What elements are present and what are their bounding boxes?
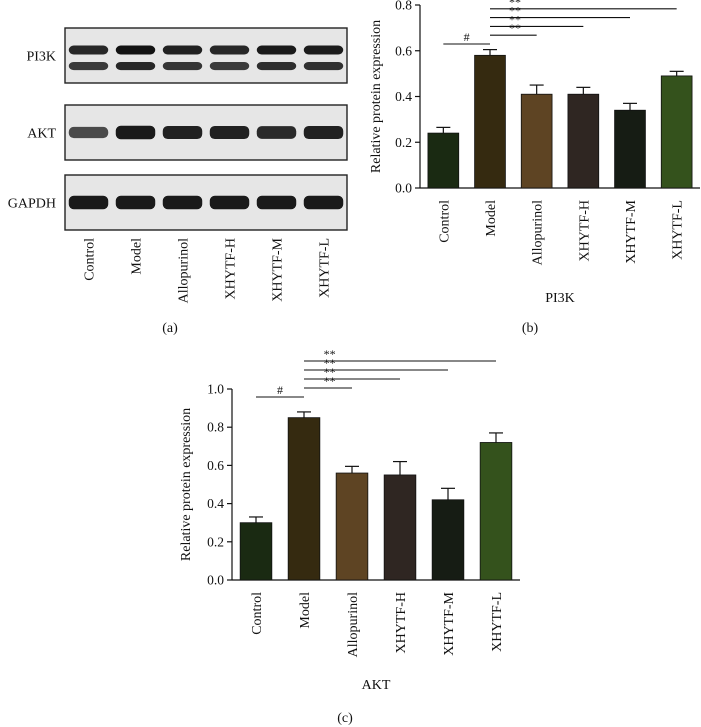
x-tick-label: XHYTF-L — [490, 592, 505, 652]
significance-label: ** — [509, 4, 521, 18]
blot-row-label-gapdh: GAPDH — [8, 197, 56, 212]
bar-xhytf-m — [614, 109, 646, 189]
x-tick-label: Allopurinol — [531, 200, 546, 265]
bar-allopurinol — [520, 93, 553, 189]
blot-row-label-pi3k: PI3K — [26, 50, 56, 65]
x-tick-label: XHYTF-M — [624, 199, 639, 263]
significance-label: ** — [324, 356, 336, 370]
y-axis-title: Relative protein expression — [369, 20, 384, 173]
y-tick-label: 0.4 — [395, 89, 412, 104]
blot-band — [256, 195, 297, 210]
blot-band — [115, 195, 156, 210]
bar-xhytf-h — [567, 93, 600, 189]
blot-lane-label: XHYTF-H — [224, 238, 239, 299]
blot-band — [162, 195, 203, 210]
bar-control — [427, 132, 460, 189]
y-tick-label: 0.4 — [207, 496, 224, 511]
bar-xhytf-m — [431, 499, 465, 581]
blot-band — [303, 195, 344, 210]
significance-label: ** — [509, 21, 521, 35]
blot-band — [162, 62, 203, 71]
blot-membrane — [64, 104, 348, 161]
significance-label: ** — [324, 347, 336, 361]
x-axis-title: PI3K — [545, 291, 575, 306]
y-tick-label: 0.2 — [395, 135, 412, 150]
significance-label: ** — [509, 0, 521, 9]
x-tick-label: Model — [298, 592, 313, 629]
y-tick-label: 0.8 — [207, 420, 224, 435]
x-tick-label: Model — [484, 200, 499, 237]
x-tick-label: XHYTF-L — [671, 200, 686, 260]
bar-xhytf-l — [479, 442, 513, 581]
significance-label: ** — [324, 365, 336, 379]
blot-band — [162, 45, 203, 55]
bar-model — [287, 417, 321, 581]
y-tick-label: 1.0 — [207, 382, 224, 397]
significance-label: # — [464, 30, 470, 44]
y-tick-label: 0.2 — [207, 534, 224, 549]
blot-band — [115, 45, 156, 55]
y-tick-label: 0.0 — [207, 573, 224, 588]
blot-band — [115, 125, 156, 140]
blot-band — [209, 45, 250, 55]
panel-label: (b) — [522, 321, 539, 336]
blot-lane-label: Allopurinol — [177, 238, 192, 303]
western-blot-panel: PI3K AKT GAPDH Control Model Allopurinol XHYTF… — [8, 27, 348, 336]
bar-xhytf-l — [660, 75, 693, 189]
blot-band — [68, 126, 109, 139]
blot-band — [68, 195, 109, 210]
akt-bar-chart: 0.0 0.2 0.4 0.6 0.8 1.0 Control Model Allopurino… — [179, 347, 520, 726]
significance-label: ** — [509, 12, 521, 26]
pi3k-bar-chart: 0.0 0.2 0.4 0.6 0.8 Control Model Allopurinol XH… — [369, 0, 700, 336]
panel-label: (c) — [337, 711, 353, 726]
blot-band — [256, 45, 297, 55]
blot-lane-label: Model — [130, 238, 145, 275]
x-tick-label: Allopurinol — [346, 592, 361, 657]
y-axis-title: Relative protein expression — [179, 408, 194, 561]
blot-band — [115, 62, 156, 71]
y-tick-label: 0.6 — [207, 458, 224, 473]
blot-band — [303, 125, 344, 140]
blot-band — [68, 62, 109, 71]
blot-band — [303, 45, 344, 55]
y-tick-label: 0.6 — [395, 43, 412, 58]
x-tick-label: Control — [437, 200, 452, 243]
x-tick-label: XHYTF-H — [394, 592, 409, 653]
blot-band — [209, 195, 250, 210]
blot-row-label-akt: AKT — [27, 127, 56, 142]
bar-model — [474, 54, 506, 189]
x-tick-label: XHYTF-H — [577, 200, 592, 261]
panel-label-a: (a) — [162, 321, 178, 336]
bar-allopurinol — [335, 472, 369, 581]
y-tick-label: 0.0 — [395, 181, 412, 196]
blot-lane-label: Control — [83, 238, 98, 281]
blot-band — [256, 126, 297, 139]
blot-band — [303, 62, 344, 71]
bar-control — [239, 522, 273, 581]
blot-membrane — [64, 174, 348, 231]
blot-band — [209, 125, 250, 140]
blot-lane-label: XHYTF-L — [318, 238, 333, 298]
blot-membrane — [64, 27, 348, 84]
significance-label: ** — [324, 374, 336, 388]
y-tick-label: 0.8 — [395, 0, 412, 13]
blot-band — [256, 62, 297, 71]
bar-xhytf-h — [383, 474, 417, 581]
blot-band — [209, 62, 250, 71]
x-axis-title: AKT — [362, 678, 391, 693]
blot-band — [162, 125, 203, 140]
x-tick-label: Control — [250, 592, 265, 635]
x-tick-label: XHYTF-M — [442, 591, 457, 655]
blot-band — [68, 45, 109, 55]
significance-label: # — [277, 383, 283, 397]
blot-lane-label: XHYTF-M — [271, 237, 286, 301]
